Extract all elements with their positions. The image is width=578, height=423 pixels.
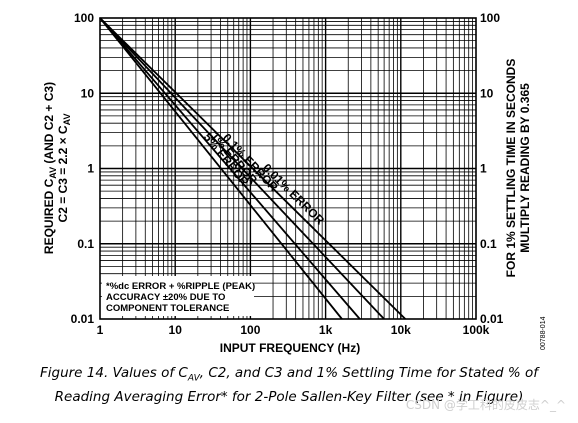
y-left-tick-label: 0.1	[77, 237, 94, 251]
curve-line-2	[99, 17, 385, 320]
y-right-tick-label: 0.1	[480, 237, 497, 251]
y-left-tick-label: 1	[87, 162, 94, 176]
y-axis-right-title-line-2: MULTIPLY READING BY 0.365	[518, 83, 532, 253]
y-right-tick-label: 1	[480, 162, 487, 176]
x-tick-label: 100k	[463, 323, 490, 337]
y-axis-left-title-line-1: REQUIRED CAV (AND C2 + C3)	[42, 82, 58, 254]
tick-labels: 1 10 100 1k 10k 100k0.010.11101000.010.111010…	[71, 11, 504, 337]
y-axis-left-title-line-2: C2 = C3 = 2.2 × CAV	[56, 114, 72, 223]
caption-subscript: AV	[187, 373, 200, 384]
y-axis-right-title: FOR 1% SETTLING TIME IN SECONDS MULTIPLY…	[504, 59, 532, 278]
curve-line-3	[99, 17, 361, 320]
caption-line-1-start: Figure 14. Values of C	[39, 365, 188, 381]
curve-line-4	[99, 17, 343, 320]
caption-line-1-end: , C2, and C3 and 1% Settling Time for St…	[199, 365, 539, 381]
figure-caption: Figure 14. Values of CAV, C2, and C3 and…	[0, 364, 578, 406]
caption-line-2: Reading Averaging Error* for 2-Pole Sall…	[54, 388, 524, 405]
y-axis-right-title-line-1: FOR 1% SETTLING TIME IN SECONDS	[504, 59, 518, 278]
y-right-tick-label: 10	[480, 86, 494, 100]
y-left-tick-label: 0.01	[71, 312, 95, 326]
chart-figure: 1 10 100 1k 10k 100k0.010.11101000.010.111010…	[42, 11, 547, 355]
x-tick-label: 100	[240, 323, 260, 337]
y-axis-left-title: REQUIRED CAV (AND C2 + C3) C2 = C3 = 2.2…	[42, 82, 72, 254]
note-line-3: COMPONENT TOLERANCE	[106, 303, 229, 314]
grid-lines	[100, 18, 476, 319]
x-tick-label: 10k	[391, 323, 411, 337]
x-tick-label: 10	[169, 323, 183, 337]
figure-id: 00788-014	[540, 316, 547, 350]
error-curves	[99, 17, 406, 320]
note-line-2: ACCURACY ±20% DUE TO	[106, 292, 225, 303]
x-tick-label: 1k	[319, 323, 333, 337]
y-right-tick-label: 0.01	[480, 312, 504, 326]
plot-frame	[99, 17, 477, 320]
caption-line-1: Figure 14. Values of CAV, C2, and C3 and…	[0, 364, 578, 388]
note-line-1: *%dc ERROR + %RIPPLE (PEAK)	[106, 281, 255, 292]
y-left-tick-label: 100	[74, 11, 94, 25]
note-box	[102, 276, 254, 316]
curve-label-1: 0.01% ERROR	[260, 161, 328, 228]
y-right-tick-label: 100	[480, 11, 500, 25]
watermark: CSDN @学工科的皮皮志^_^	[405, 398, 566, 412]
x-tick-label: 1	[97, 323, 104, 337]
curve-line-1	[99, 17, 406, 320]
y-left-tick-label: 10	[81, 86, 95, 100]
x-axis-title: INPUT FREQUENCY (Hz)	[220, 341, 360, 355]
